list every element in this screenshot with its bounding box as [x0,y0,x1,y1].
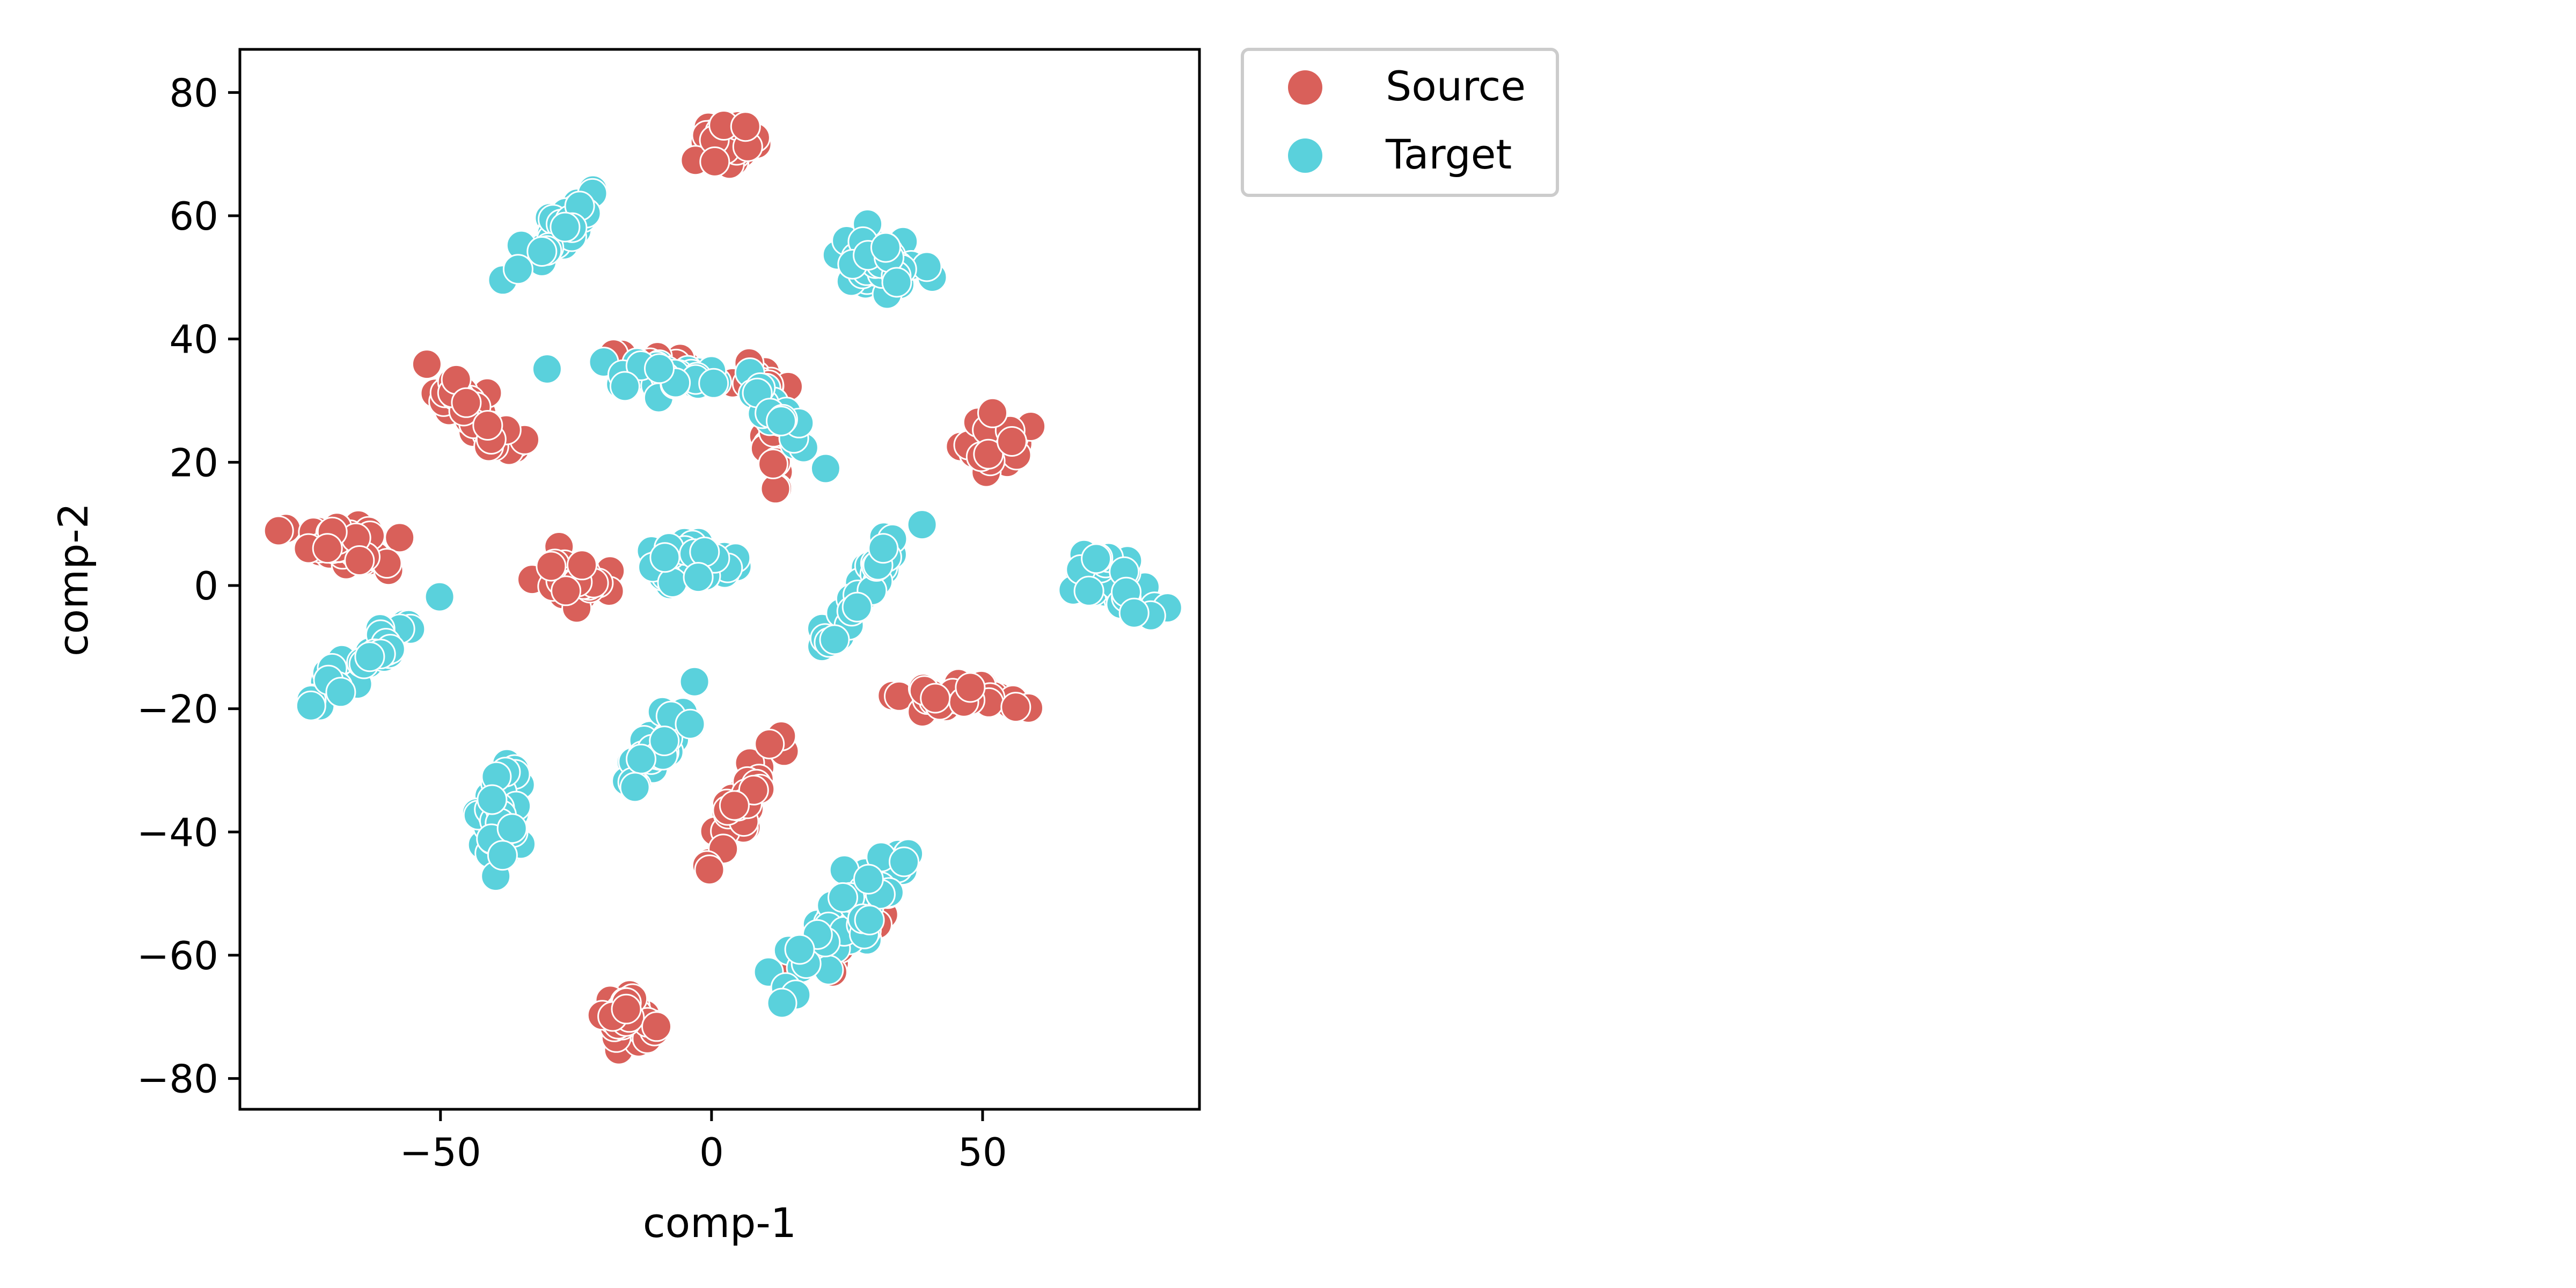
data-point [689,536,720,567]
x-tick-label: 0 [699,1130,724,1175]
data-point [619,772,650,803]
points-layer [263,110,1183,1065]
x-tick-label: 50 [958,1130,1007,1175]
data-point [536,551,567,582]
data-point [1073,575,1104,606]
series-target [295,174,1183,1019]
legend: Source Target [1241,48,1559,197]
y-tick-label: 40 [169,317,218,362]
plot-frame [238,48,1201,1111]
data-point [694,854,725,885]
data-point [758,449,789,479]
data-point [854,904,885,935]
data-point [263,515,294,546]
data-point [881,267,912,298]
y-tick-label: 60 [169,194,218,239]
data-point [870,232,901,263]
data-point [841,591,873,623]
data-point [649,542,680,573]
data-point [679,666,710,697]
y-tick-label: 20 [169,440,218,485]
data-point [853,863,884,895]
y-axis-label: comp-2 [49,503,97,656]
x-axis: −50 0 50 [400,1109,1007,1175]
data-point [611,993,642,1024]
data-point [683,562,714,593]
data-point [641,1011,672,1042]
y-axis: 80 60 40 20 0 −20 −40 −60 −80 [137,70,240,1102]
legend-marker-source [1288,70,1322,105]
legend-label-source: Source [1386,62,1526,110]
data-point [955,672,986,703]
data-point [344,545,375,576]
data-point [531,354,562,384]
legend-label-target: Target [1385,130,1512,178]
data-point [550,211,581,243]
y-tick-label: 0 [194,564,218,609]
data-point [477,784,508,815]
data-point [973,438,1004,470]
data-point [889,846,919,877]
data-point [719,790,750,821]
data-point [977,397,1008,428]
data-point [675,708,706,740]
y-tick-label: 80 [169,70,218,115]
data-point [295,690,326,721]
data-point [567,550,597,581]
data-point [487,840,518,871]
data-point [754,728,785,759]
data-point [766,987,797,1019]
y-tick-label: −40 [137,810,218,855]
data-point [1118,597,1150,628]
data-point [906,509,938,540]
legend-marker-target [1288,138,1322,173]
data-point [784,934,815,965]
data-point [997,426,1027,457]
data-point [828,882,858,913]
data-point [384,522,415,553]
data-point [496,813,528,844]
x-axis-label: comp-1 [643,1199,796,1247]
data-point [649,726,680,756]
data-point [526,236,558,267]
data-point [810,453,841,484]
data-point [325,677,356,708]
data-point [424,581,455,612]
y-tick-label: −60 [137,933,218,978]
data-point [411,349,442,380]
y-tick-label: −80 [137,1057,218,1102]
data-point [920,683,951,714]
data-point [354,641,385,672]
data-point [644,353,675,384]
data-point [730,111,761,142]
x-tick-label: −50 [400,1130,481,1175]
data-point [699,146,730,177]
data-point [312,533,343,564]
data-point [766,406,796,436]
data-point [1081,543,1112,574]
data-point [626,743,656,774]
data-point [502,254,533,285]
data-point [868,533,899,564]
y-tick-label: −20 [137,687,218,732]
data-point [609,371,640,402]
data-point [472,410,503,441]
data-point [551,575,582,606]
data-point [819,624,850,655]
data-point [1000,692,1031,723]
data-point [451,387,482,418]
data-point [698,368,729,399]
